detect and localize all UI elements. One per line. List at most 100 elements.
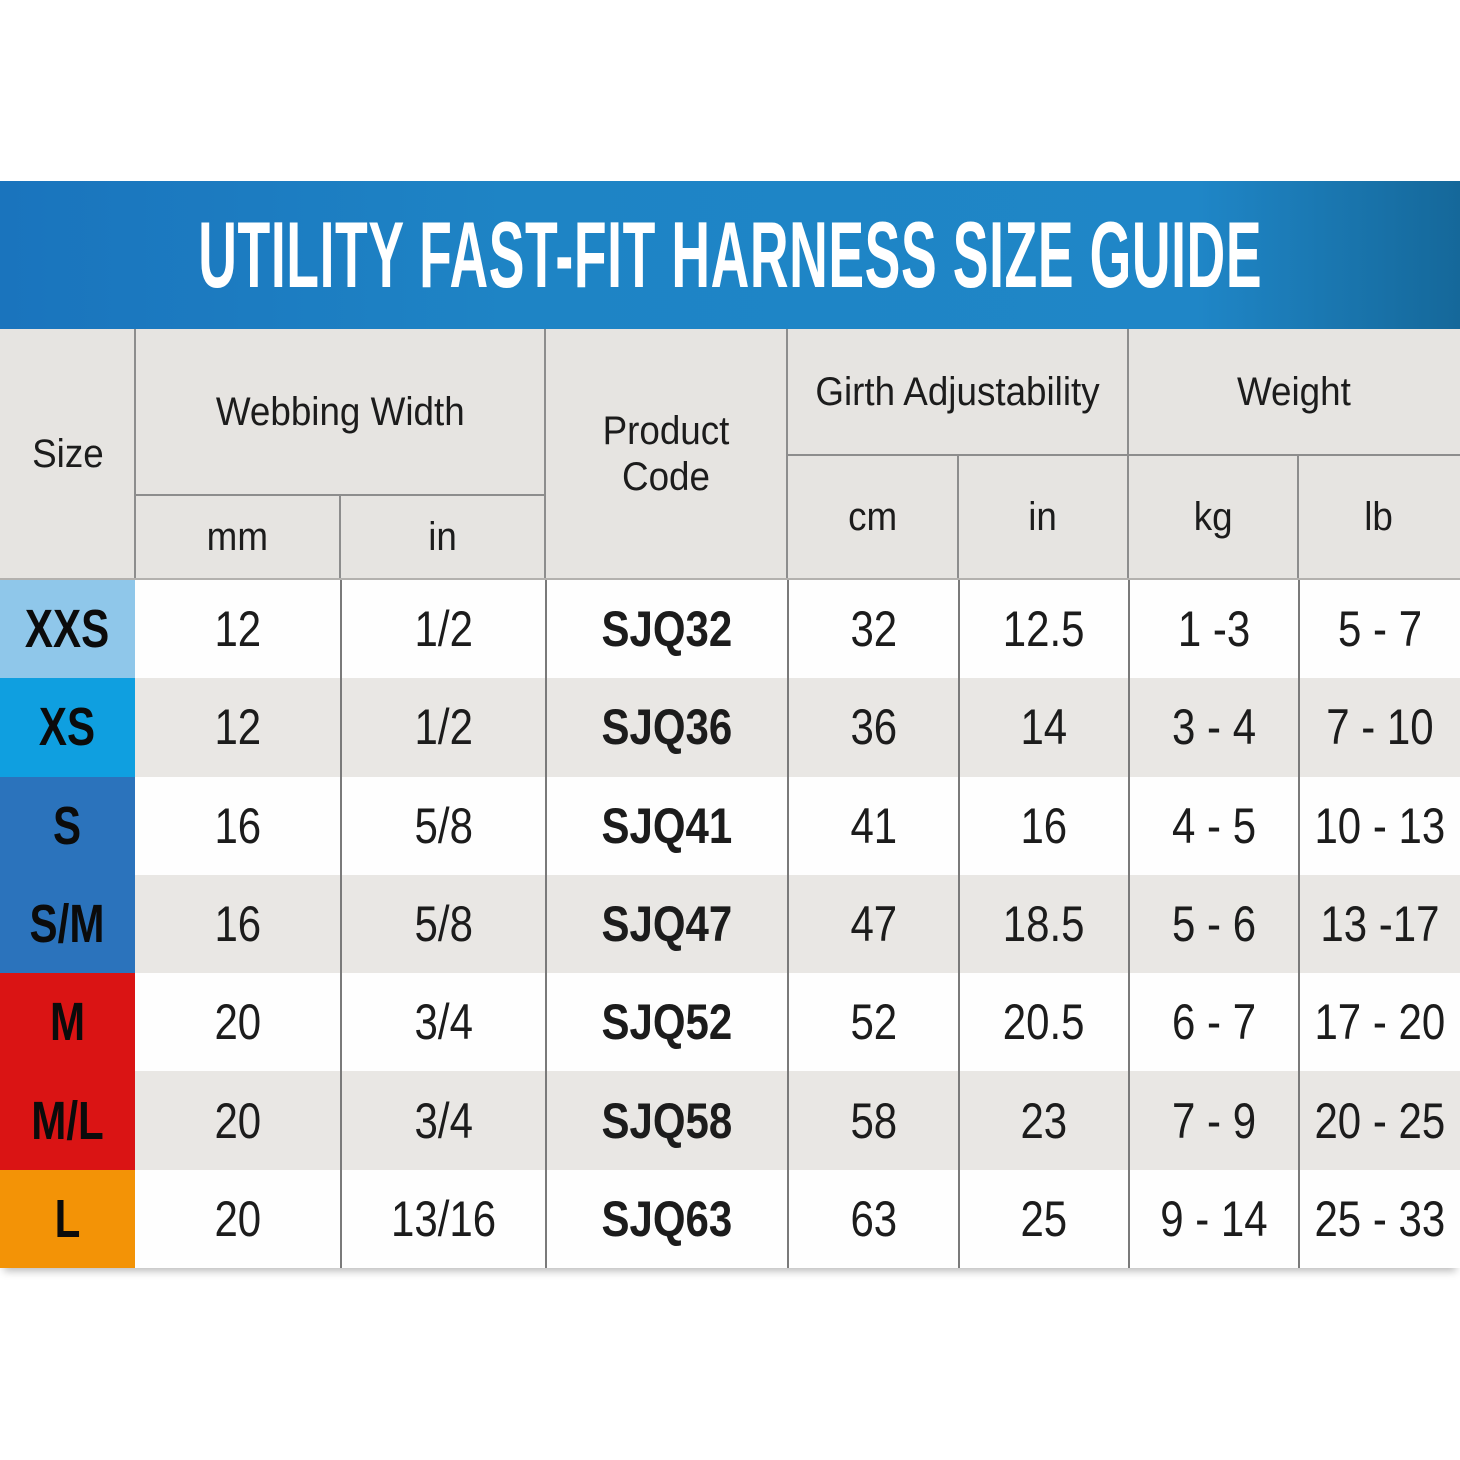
header-divider-vertical	[1127, 329, 1129, 578]
weight-lb-cell-label: 17 - 20	[1314, 994, 1446, 1051]
girth-cm-cell-label: 58	[850, 1092, 897, 1149]
webbing-mm-cell-label: 20	[214, 1190, 261, 1247]
product-code-cell-label: SJQ36	[601, 699, 733, 756]
header-webbing-mm: mm	[135, 495, 340, 578]
webbing-mm-cell: 16	[135, 875, 340, 973]
weight-kg-cell-label: 5 - 6	[1171, 895, 1257, 952]
size-cell-label: XS	[39, 697, 96, 758]
size-cell: M	[0, 973, 135, 1072]
girth-cm-cell: 58	[787, 1071, 958, 1170]
webbing-in-cell: 1/2	[340, 678, 545, 777]
size-cell-label: XXS	[25, 599, 110, 660]
girth-cm-cell: 52	[787, 973, 958, 1072]
weight-lb-cell: 5 - 7	[1298, 580, 1460, 679]
table-row: M 20 3/4 SJQ52 52 20.5 6 - 7 17 - 20	[0, 973, 1460, 1072]
girth-cm-cell-label: 41	[850, 797, 897, 854]
product-code-cell-label: SJQ47	[601, 895, 733, 952]
weight-kg-cell-label: 1 -3	[1177, 601, 1251, 658]
weight-kg-cell-label: 7 - 9	[1171, 1092, 1257, 1149]
weight-lb-cell-label: 7 - 10	[1326, 699, 1434, 756]
header-girth-cm: cm	[787, 455, 958, 578]
size-cell: M/L	[0, 1071, 135, 1170]
header-divider-vertical	[339, 495, 341, 578]
weight-lb-cell-label: 20 - 25	[1314, 1092, 1446, 1149]
webbing-mm-cell: 12	[135, 580, 340, 678]
girth-cm-cell: 47	[787, 874, 958, 974]
product-code-cell-label: SJQ41	[601, 797, 733, 854]
webbing-in-cell-label: 5/8	[414, 895, 473, 952]
header-webbing-in-label: in	[428, 514, 457, 559]
girth-cm-cell: 32	[787, 580, 958, 679]
weight-lb-cell: 20 - 25	[1298, 1071, 1460, 1170]
weight-lb-cell-label: 13 -17	[1320, 895, 1440, 952]
webbing-in-cell-label: 1/2	[414, 601, 473, 658]
webbing-in-cell-label: 5/8	[414, 797, 473, 854]
weight-lb-cell: 10 - 13	[1298, 776, 1460, 875]
product-code-cell: SJQ32	[545, 580, 787, 679]
product-code-cell-label: SJQ52	[601, 994, 733, 1051]
webbing-in-cell-label: 3/4	[414, 1092, 473, 1149]
table-row: S 16 5/8 SJQ41 41 16 4 - 5 10 - 13	[0, 776, 1460, 875]
size-cell: S/M	[0, 874, 135, 974]
webbing-mm-cell: 20	[135, 973, 340, 1071]
weight-kg-cell-label: 9 - 14	[1160, 1190, 1268, 1247]
header-girth-label: Girth Adjustability	[815, 370, 1100, 414]
product-code-cell: SJQ47	[545, 874, 787, 974]
girth-in-cell: 25	[958, 1169, 1128, 1268]
webbing-in-cell-label: 13/16	[390, 1190, 497, 1247]
webbing-mm-cell-label: 12	[214, 601, 261, 658]
girth-cm-cell: 63	[787, 1169, 958, 1268]
girth-in-cell: 12.5	[958, 580, 1128, 679]
weight-kg-cell-label: 4 - 5	[1171, 797, 1257, 854]
product-code-cell: SJQ36	[545, 678, 787, 777]
table-row: XXS 12 1/2 SJQ32 32 12.5 1 -3 5 - 7	[0, 580, 1460, 679]
girth-in-cell-label: 16	[1020, 797, 1068, 854]
weight-lb-cell-label: 5 - 7	[1337, 601, 1423, 658]
size-cell-label: S	[53, 795, 82, 856]
title-banner: UTILITY FAST-FIT HARNESS SIZE GUIDE	[0, 181, 1460, 329]
header-divider-vertical	[134, 329, 136, 578]
weight-kg-cell: 3 - 4	[1128, 678, 1298, 777]
header-girth-in: in	[958, 455, 1128, 578]
size-cell-label: L	[54, 1188, 81, 1249]
header-size-label: Size	[31, 431, 104, 476]
table-row: S/M 16 5/8 SJQ47 47 18.5 5 - 6 13 -17	[0, 874, 1460, 974]
webbing-mm-cell-label: 12	[214, 699, 261, 756]
size-cell: L	[0, 1169, 135, 1268]
webbing-in-cell-label: 1/2	[414, 699, 473, 756]
girth-in-cell-label: 25	[1020, 1190, 1068, 1247]
header-divider-vertical	[544, 329, 546, 578]
girth-in-cell: 20.5	[958, 973, 1128, 1072]
weight-lb-cell-label: 25 - 33	[1314, 1190, 1446, 1247]
header-weight-lb: lb	[1298, 455, 1460, 578]
weight-kg-cell: 5 - 6	[1128, 874, 1298, 974]
webbing-in-cell: 3/4	[340, 1071, 545, 1170]
girth-in-cell: 16	[958, 776, 1128, 875]
table-row: L 20 13/16 SJQ63 63 25 9 - 14 25 - 33	[0, 1169, 1460, 1268]
webbing-mm-cell: 20	[135, 1170, 340, 1268]
webbing-in-cell: 3/4	[340, 973, 545, 1072]
weight-lb-cell: 25 - 33	[1298, 1169, 1460, 1268]
header-size: Size	[0, 329, 135, 578]
girth-cm-cell-label: 47	[850, 895, 897, 952]
product-code-cell-label: SJQ32	[601, 601, 733, 658]
webbing-in-cell: 13/16	[340, 1169, 545, 1268]
header-webbing-in: in	[340, 495, 545, 578]
size-cell: XS	[0, 678, 135, 777]
header-product-code: Product Code	[545, 329, 787, 578]
header-weight-kg: kg	[1128, 455, 1298, 578]
webbing-in-cell: 1/2	[340, 580, 545, 679]
product-code-cell: SJQ58	[545, 1071, 787, 1170]
girth-cm-cell-label: 32	[850, 601, 897, 658]
header-weight-lb-label: lb	[1364, 494, 1394, 539]
header-girth-in-label: in	[1028, 494, 1058, 539]
header-divider-vertical	[957, 455, 959, 578]
weight-kg-cell-label: 3 - 4	[1171, 699, 1257, 756]
product-code-cell: SJQ52	[545, 973, 787, 1072]
header-divider-vertical	[786, 329, 788, 578]
header-webbing-mm-label: mm	[206, 514, 269, 559]
webbing-mm-cell: 16	[135, 777, 340, 875]
product-code-cell-label: SJQ58	[601, 1092, 733, 1149]
table-body: XXS 12 1/2 SJQ32 32 12.5 1 -3 5 - 7 XS 12 1/2 SJQ36…	[0, 578, 1460, 1268]
header-webbing-width-label: Webbing Width	[215, 390, 465, 434]
